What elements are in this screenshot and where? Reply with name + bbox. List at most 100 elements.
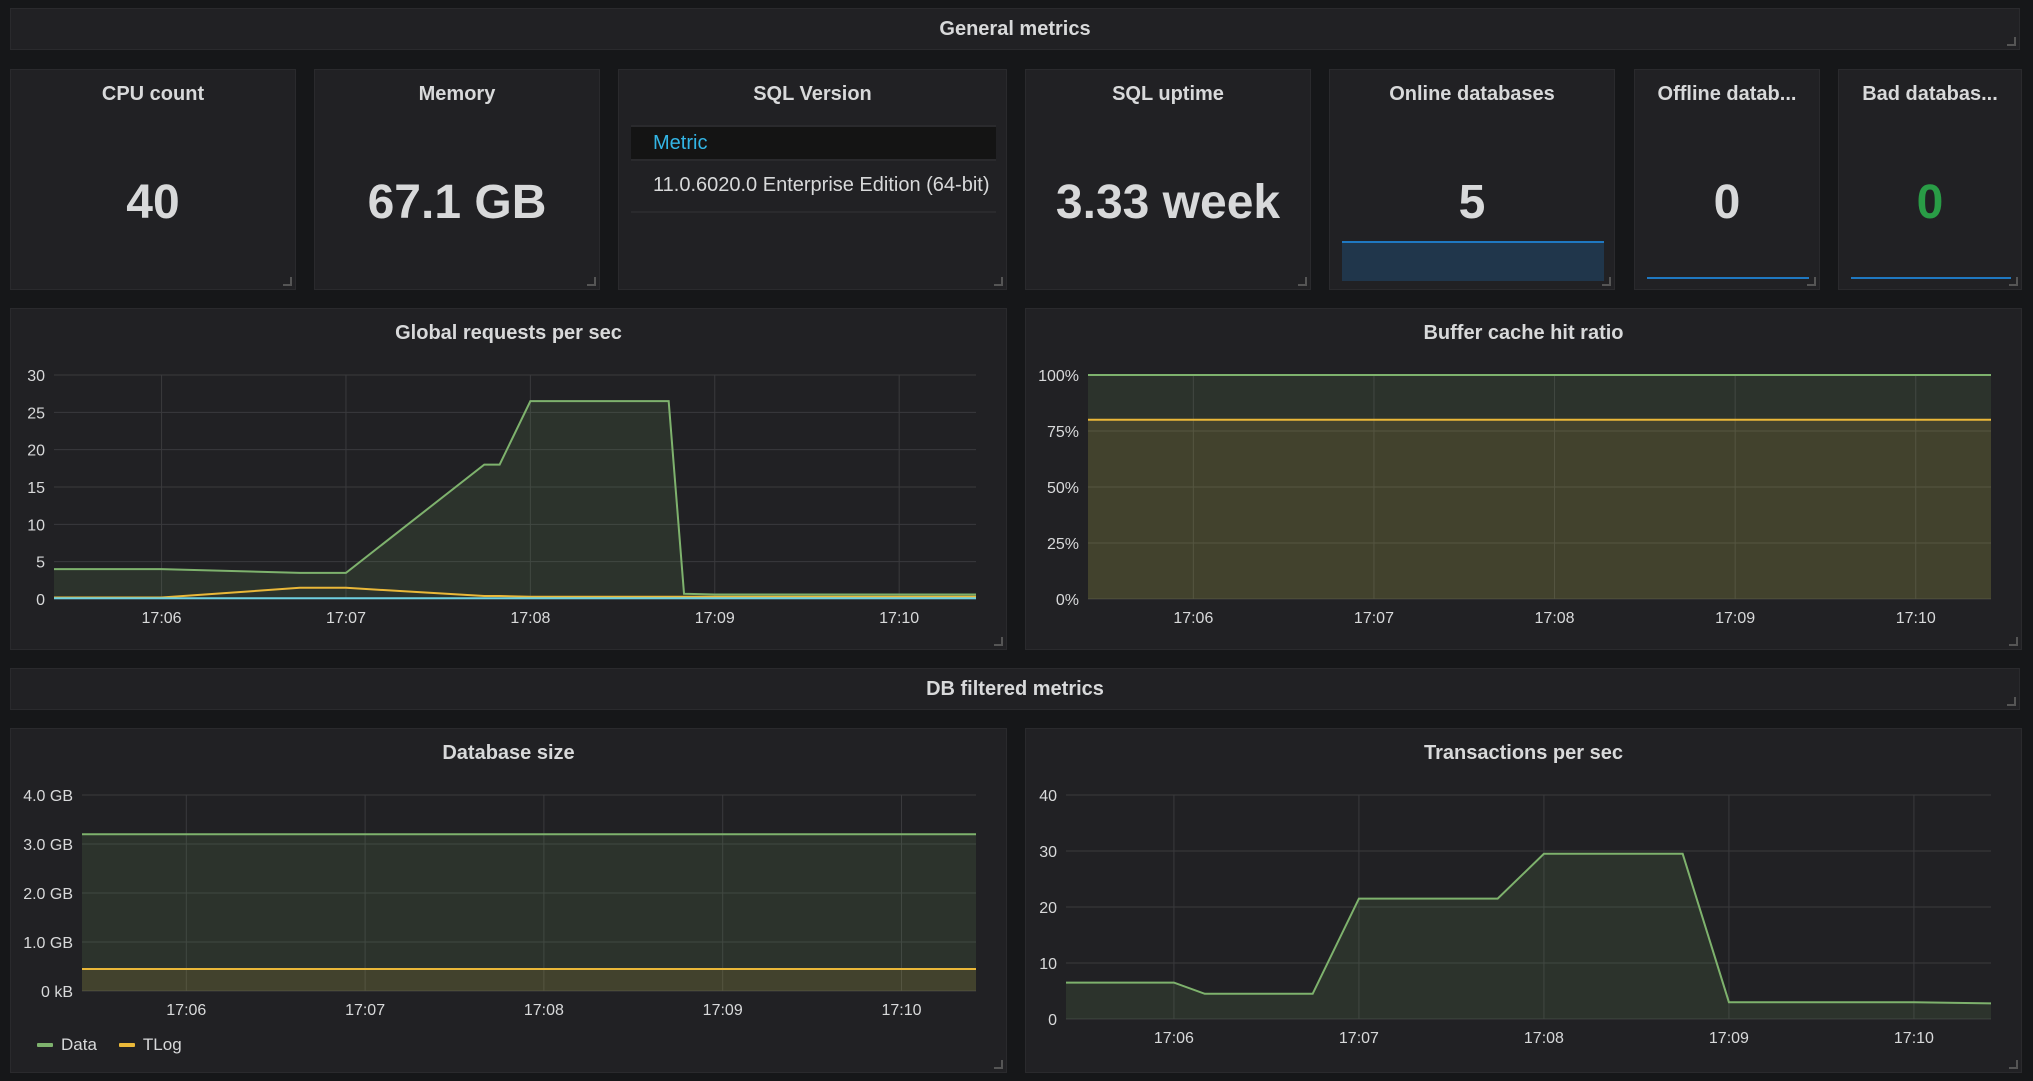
resize-handle[interactable] (1298, 277, 1307, 286)
y-tick-label: 5 (36, 555, 45, 572)
y-tick-label: 0 (36, 592, 45, 609)
resize-handle[interactable] (2007, 37, 2016, 46)
series-area (1088, 419, 1991, 599)
chart-database-size: 0 kB 1.0 GB 2.0 GB 3.0 GB 4.0 GB 17:06 17:07 17… (23, 788, 976, 1019)
panel-title[interactable]: Memory (418, 83, 496, 105)
y-tick-label: 40 (1039, 788, 1057, 805)
resize-handle[interactable] (2009, 637, 2018, 646)
legend-swatch (37, 1043, 53, 1047)
chart-buffer-cache: 0% 25% 50% 75% 100% 17:06 17:07 17:08 17:09 17:10 (1038, 368, 1991, 627)
x-tick-label: 17:07 (1354, 610, 1394, 627)
row-title: General metrics (939, 18, 1091, 40)
x-tick-label: 17:10 (881, 1002, 921, 1019)
panel-database-size: Database size 0 kB 1.0 GB 2.0 GB 3.0 GB 4.0 … (10, 728, 1007, 1073)
series-area (1066, 853, 1991, 1019)
resize-handle[interactable] (994, 277, 1003, 286)
resize-handle[interactable] (2007, 697, 2016, 706)
resize-handle[interactable] (1602, 277, 1611, 286)
panel-buffer-cache: Buffer cache hit ratio 0% 25% 50% 75% 100% 17… (1025, 308, 2022, 650)
y-tick-label: 75% (1047, 424, 1079, 441)
panel-title[interactable]: Offline datab... (1657, 83, 1797, 105)
stat-value: 5 (1458, 176, 1486, 229)
resize-handle[interactable] (1807, 277, 1816, 286)
panel-title[interactable]: CPU count (101, 83, 205, 105)
sparkline (1851, 277, 2011, 279)
series-area (82, 968, 976, 991)
resize-handle[interactable] (283, 277, 292, 286)
stat-value: 0 (1916, 176, 1944, 229)
panel-title[interactable]: Bad databas... (1862, 83, 1998, 105)
x-tick-label: 17:10 (1896, 610, 1936, 627)
legend-label: Data (61, 1035, 97, 1054)
table-header-metric[interactable]: Metric (631, 125, 996, 161)
sparkline (1342, 241, 1604, 281)
panel-offline-databases: Offline datab... 0 (1634, 69, 1820, 290)
y-tick-label: 30 (27, 368, 45, 385)
series-area (54, 401, 976, 599)
x-tick-label: 17:06 (142, 610, 182, 627)
x-tick-label: 17:07 (326, 610, 366, 627)
legend-swatch (118, 1043, 135, 1047)
panel-memory: Memory 67.1 GB (314, 69, 600, 290)
x-tick-label: 17:08 (510, 610, 550, 627)
panel-title[interactable]: Online databases (1389, 83, 1555, 105)
y-tick-label: 100% (1038, 368, 1079, 385)
row-general-metrics[interactable]: General metrics (10, 8, 2020, 50)
x-tick-label: 17:10 (1894, 1030, 1934, 1047)
series-area (1088, 375, 1991, 599)
y-tick-label: 20 (1039, 900, 1057, 917)
resize-handle[interactable] (994, 1060, 1003, 1069)
resize-handle[interactable] (2009, 1060, 2018, 1069)
y-tick-label: 1.0 GB (23, 935, 73, 952)
y-tick-label: 30 (1039, 844, 1057, 861)
x-tick-label: 17:09 (703, 1002, 743, 1019)
panel-cpu-count: CPU count 40 (10, 69, 296, 290)
y-tick-label: 10 (1039, 956, 1057, 973)
row-title: DB filtered metrics (926, 678, 1104, 700)
panel-title[interactable]: SQL Version (753, 83, 872, 105)
y-tick-label: 25 (27, 405, 45, 422)
y-tick-label: 15 (27, 480, 45, 497)
y-tick-label: 0 (1048, 1012, 1057, 1029)
x-tick-label: 17:09 (1709, 1030, 1749, 1047)
stat-value: 3.33 week (1055, 176, 1281, 229)
chart-global-requests: 0 5 10 15 20 25 30 17:06 17:07 17:08 17:09 17:10 (27, 368, 976, 627)
x-tick-label: 17:08 (1535, 610, 1575, 627)
sparkline (1647, 277, 1809, 279)
column-label: Metric (653, 132, 708, 154)
panel-title[interactable]: SQL uptime (1112, 83, 1224, 105)
y-tick-label: 25% (1047, 536, 1079, 553)
panel-bad-databases: Bad databas... 0 (1838, 69, 2022, 290)
series-line (54, 586, 976, 599)
y-tick-label: 0 kB (41, 984, 73, 1001)
x-tick-label: 17:08 (1524, 1030, 1564, 1047)
y-tick-label: 0% (1056, 592, 1079, 609)
panel-global-requests: Global requests per sec 0 5 10 15 20 25 30 17:0… (10, 308, 1007, 650)
x-tick-label: 17:06 (1154, 1030, 1194, 1047)
series-line (1066, 852, 1992, 1005)
resize-handle[interactable] (587, 277, 596, 286)
x-tick-label: 17:08 (524, 1002, 564, 1019)
x-tick-label: 17:07 (345, 1002, 385, 1019)
y-tick-label: 10 (27, 517, 45, 534)
legend-label: TLog (142, 1035, 182, 1054)
stat-value: 40 (126, 176, 180, 229)
x-tick-label: 17:09 (695, 610, 735, 627)
legend-item-tlog[interactable]: TLog (118, 1035, 182, 1055)
row-db-filtered-metrics[interactable]: DB filtered metrics (10, 668, 2020, 710)
y-tick-label: 20 (27, 443, 45, 460)
panel-transactions: Transactions per sec 0 10 20 30 40 17:06 17:07… (1025, 728, 2022, 1073)
series-line (54, 400, 976, 596)
x-tick-label: 17:07 (1339, 1030, 1379, 1047)
x-tick-label: 17:10 (879, 610, 919, 627)
legend-item-data[interactable]: Data (37, 1035, 97, 1055)
resize-handle[interactable] (994, 637, 1003, 646)
panel-sql-version: SQL Version Metric 11.0.6020.0 Enterpris… (618, 69, 1007, 290)
y-tick-label: 2.0 GB (23, 886, 73, 903)
chart-transactions: 0 10 20 30 40 17:06 17:07 17:08 17:09 17:10 (1039, 788, 1992, 1047)
y-tick-label: 50% (1047, 480, 1079, 497)
series-area (82, 834, 976, 991)
x-tick-label: 17:09 (1715, 610, 1755, 627)
resize-handle[interactable] (2009, 277, 2018, 286)
sql-version-value: 11.0.6020.0 Enterprise Edition (64-bit) (653, 174, 990, 196)
